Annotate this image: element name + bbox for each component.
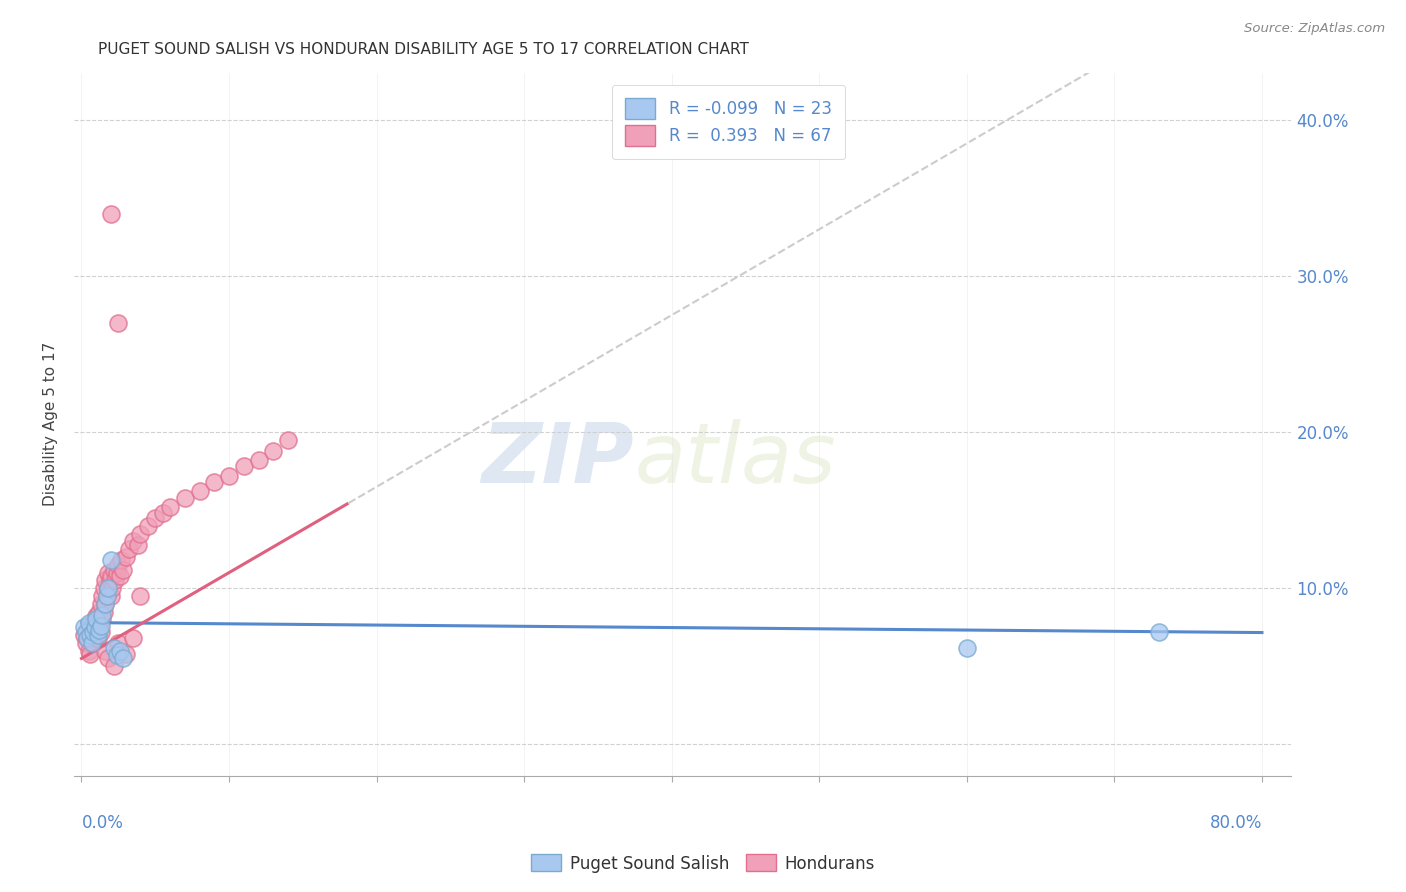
Point [104,574,127,588]
Point [94,643,117,657]
Point [277,433,299,447]
Point [127,537,149,551]
Point [77,624,100,639]
Point [122,534,145,549]
Point [105,648,128,663]
Point [79,647,101,661]
Point [247,453,270,467]
Point [80,615,103,630]
Point [114,549,136,564]
Point [173,491,195,505]
Point [111,562,134,576]
Point [101,581,124,595]
Point [103,562,125,576]
Text: 80.0%: 80.0% [1209,814,1263,832]
Point [97,566,120,580]
Point [129,589,152,603]
Point [118,542,141,557]
Point [218,468,240,483]
Point [79,628,101,642]
Legend: R = -0.099   N = 23, R =  0.393   N = 67: R = -0.099 N = 23, R = 0.393 N = 67 [612,85,845,159]
Y-axis label: Disability Age 5 to 17: Disability Age 5 to 17 [44,343,58,507]
Point [94,597,117,611]
Point [90,618,112,632]
Point [79,620,101,634]
Point [76,631,98,645]
Point [152,506,174,520]
Point [86,615,108,630]
Point [103,659,125,673]
Point [202,475,225,489]
Point [93,581,115,595]
Point [84,624,107,639]
Point [90,624,112,639]
Point [143,511,166,525]
Point [76,631,98,645]
Point [73,628,96,642]
Point [83,620,105,634]
Point [107,636,129,650]
Point [97,651,120,665]
Point [77,615,100,630]
Point [80,636,103,650]
Point [136,518,159,533]
Text: PUGET SOUND SALISH VS HONDURAN DISABILITY AGE 5 TO 17 CORRELATION CHART: PUGET SOUND SALISH VS HONDURAN DISABILIT… [98,42,749,57]
Text: atlas: atlas [634,419,835,500]
Point [82,624,104,638]
Point [96,589,118,603]
Point [77,643,100,657]
Point [80,628,103,642]
Point [956,640,979,655]
Point [129,526,152,541]
Point [159,500,181,514]
Point [114,647,136,661]
Point [188,484,211,499]
Point [111,651,134,665]
Point [82,624,104,639]
Point [89,620,111,634]
Point [89,624,111,638]
Point [86,631,108,645]
Point [262,443,284,458]
Point [108,643,131,657]
Point [83,631,105,645]
Point [91,612,114,626]
Point [84,612,107,626]
Text: Source: ZipAtlas.com: Source: ZipAtlas.com [1244,22,1385,36]
Point [75,624,97,639]
Point [90,597,112,611]
Point [83,612,105,626]
Point [100,589,122,603]
Point [100,553,122,567]
Text: 0.0%: 0.0% [82,814,124,832]
Point [96,589,118,603]
Point [232,459,254,474]
Point [73,620,96,634]
Point [91,589,114,603]
Point [107,316,129,330]
Point [89,605,111,619]
Point [100,207,122,221]
Point [98,574,121,588]
Point [75,636,97,650]
Point [100,568,122,582]
Point [82,636,104,650]
Point [107,558,129,572]
Point [97,581,120,595]
Point [94,574,117,588]
Text: ZIP: ZIP [481,419,634,500]
Point [94,597,117,611]
Point [97,581,120,595]
Legend: Puget Sound Salish, Hondurans: Puget Sound Salish, Hondurans [524,847,882,880]
Point [103,640,125,655]
Point [93,605,115,619]
Point [84,609,107,624]
Point [122,631,145,645]
Point [1147,624,1170,639]
Point [86,628,108,642]
Point [105,566,128,580]
Point [108,568,131,582]
Point [91,607,114,622]
Point [110,553,132,567]
